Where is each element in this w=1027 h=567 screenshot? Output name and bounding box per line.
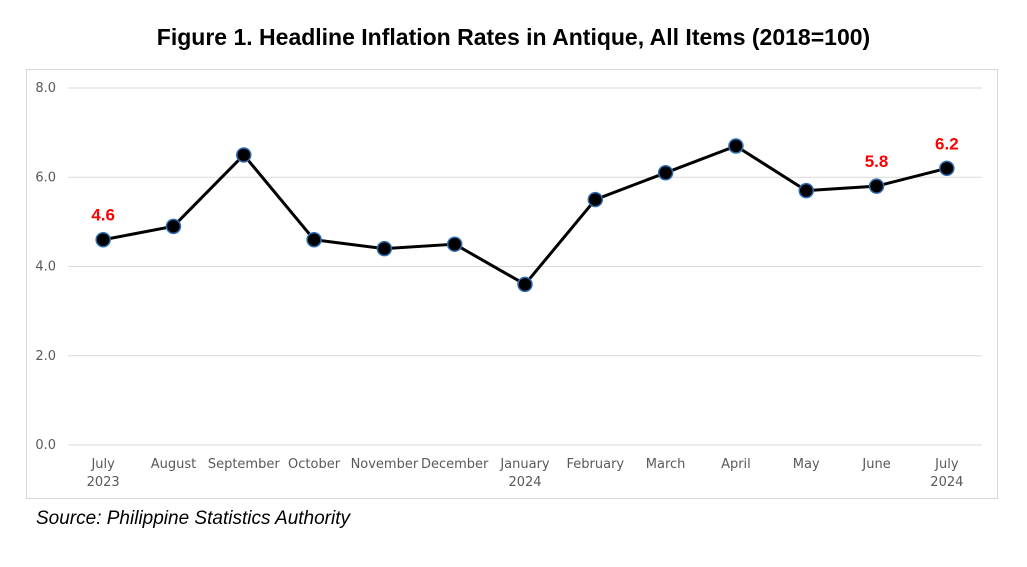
x-tick-label: August	[151, 457, 197, 472]
data-point	[868, 178, 885, 194]
data-label: 6.2	[935, 134, 959, 153]
data-point	[376, 240, 393, 257]
x-tick-label: May	[793, 457, 820, 472]
x-tick-label: March	[646, 457, 686, 472]
y-tick-label: 2.0	[35, 349, 56, 364]
data-point	[587, 191, 604, 208]
data-label: 4.6	[91, 206, 115, 225]
data-point	[728, 138, 744, 154]
data-point	[798, 182, 814, 199]
data-labels: 4.6 5.8 6.2	[91, 134, 958, 224]
data-label: 5.8	[865, 152, 889, 171]
data-point	[939, 160, 955, 177]
x-tick-label: October	[288, 457, 341, 472]
chart-title: Figure 1. Headline Inflation Rates in An…	[156, 24, 871, 50]
x-tick-label: November	[351, 457, 419, 472]
series-line-layer	[102, 144, 948, 286]
x-tick-label: September	[208, 457, 281, 472]
data-point	[95, 231, 111, 248]
data-point	[306, 231, 322, 248]
data-point	[165, 218, 182, 235]
x-axis-ticks: July 2023 August September October November De…	[87, 457, 964, 490]
data-point	[657, 165, 674, 181]
x-tick-label: February	[567, 457, 625, 472]
y-tick-label: 0.0	[35, 438, 56, 453]
x-tick-label: July 2023	[87, 457, 120, 490]
x-tick-label: April	[721, 457, 751, 472]
y-tick-label: 4.0	[35, 260, 56, 275]
data-point	[236, 147, 252, 163]
y-tick-label: 6.0	[35, 170, 56, 185]
series-line	[102, 144, 948, 286]
chart-area	[26, 69, 998, 499]
x-tick-label: January 2024	[499, 457, 550, 490]
x-tick-label: July 2024	[930, 457, 963, 490]
data-point	[446, 236, 463, 252]
gridlines	[68, 87, 982, 446]
x-tick-label: June	[861, 457, 890, 472]
data-points	[95, 138, 955, 293]
y-tick-label: 8.0	[35, 81, 56, 96]
y-axis-ticks: 0.0 2.0 4.0 6.0 8.0	[35, 81, 56, 453]
data-point	[517, 276, 533, 293]
source-note: Source: Philippine Statistics Authority	[36, 508, 351, 529]
x-tick-label: December	[421, 457, 489, 472]
